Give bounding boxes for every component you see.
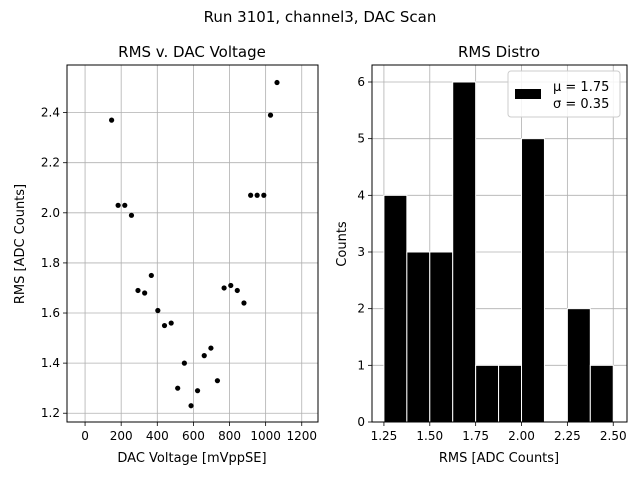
histogram-x-tick-label: 1.50 xyxy=(416,429,443,443)
scatter-point xyxy=(228,282,234,289)
scatter-point xyxy=(201,353,207,359)
scatter-point xyxy=(168,320,174,326)
histogram-y-tick-label: 0 xyxy=(357,415,365,429)
scatter-point xyxy=(248,192,254,198)
scatter-point xyxy=(194,388,201,394)
scatter-x-tick-label: 600 xyxy=(182,429,205,443)
scatter-point xyxy=(148,272,154,279)
scatter-grid xyxy=(67,65,318,422)
scatter-point xyxy=(175,385,181,391)
histogram-y-ticks: 0 1 2 3 4 5 6 xyxy=(357,75,372,429)
scatter-y-tick-label: 1.6 xyxy=(41,306,60,320)
scatter-x-tick-label: 0 xyxy=(81,429,89,443)
histogram-chart: RMS Distro 1.25 1.50 1.75 2.00 2.25 2.50 0 1 2 3… xyxy=(335,43,628,466)
scatter-x-tick-label: 800 xyxy=(218,429,241,443)
histogram-bar xyxy=(521,138,545,423)
histogram-y-tick-label: 1 xyxy=(357,358,365,372)
scatter-y-tick-label: 2.0 xyxy=(41,206,60,220)
histogram-bar xyxy=(589,364,614,423)
legend-sigma-label: σ = 0.35 xyxy=(553,97,609,112)
scatter-point xyxy=(135,287,141,294)
histogram-x-axis-label: RMS [ADC Counts] xyxy=(439,451,559,466)
histogram-y-axis-label: Counts xyxy=(335,221,350,267)
histogram-bar xyxy=(383,194,408,423)
scatter-point xyxy=(241,300,247,306)
scatter-y-tick-label: 2.2 xyxy=(41,156,60,170)
scatter-point xyxy=(142,290,148,296)
scatter-point xyxy=(109,117,115,123)
scatter-x-tick-label: 1000 xyxy=(250,429,281,443)
legend-box xyxy=(507,70,621,118)
scatter-point xyxy=(267,112,274,118)
scatter-point xyxy=(274,79,280,86)
scatter-title: RMS v. DAC Voltage xyxy=(118,43,266,61)
scatter-plot-frame xyxy=(66,64,319,423)
histogram-x-tick-label: 1.75 xyxy=(462,429,489,443)
histogram-x-tick-label: 2.50 xyxy=(600,429,627,443)
scatter-point xyxy=(181,360,187,366)
scatter-x-axis-label: DAC Voltage [mVppSE] xyxy=(117,451,266,466)
scatter-y-tick-label: 1.8 xyxy=(41,256,60,270)
scatter-point xyxy=(122,202,128,208)
scatter-point xyxy=(188,403,194,409)
scatter-point xyxy=(155,307,161,314)
scatter-point xyxy=(221,285,227,291)
histogram-x-tick-label: 2.00 xyxy=(508,429,535,443)
histogram-bar xyxy=(429,251,454,423)
scatter-y-tick-label: 2.4 xyxy=(41,106,60,120)
scatter-x-tick-label: 200 xyxy=(110,429,133,443)
histogram-y-tick-label: 5 xyxy=(357,132,365,146)
scatter-y-tick-label: 1.2 xyxy=(41,406,60,420)
histogram-legend: μ = 1.75 σ = 0.35 xyxy=(507,70,621,118)
scatter-y-tick-label: 1.4 xyxy=(41,356,60,370)
scatter-point xyxy=(214,378,221,384)
histogram-y-tick-label: 6 xyxy=(357,75,365,89)
histogram-bar xyxy=(498,364,523,423)
scatter-point xyxy=(234,287,240,294)
histogram-y-tick-label: 2 xyxy=(357,302,365,316)
histogram-title: RMS Distro xyxy=(458,43,540,61)
histogram-bar xyxy=(452,81,477,423)
histogram-x-tick-label: 2.25 xyxy=(554,429,581,443)
scatter-point xyxy=(208,345,214,351)
histogram-x-ticks: 1.25 1.50 1.75 2.00 2.25 2.50 xyxy=(371,422,627,443)
scatter-point xyxy=(115,202,121,208)
histogram-bar xyxy=(406,251,431,423)
scatter-point xyxy=(161,322,168,329)
histogram-plot-frame xyxy=(371,64,628,423)
scatter-y-ticks: 1.2 1.4 1.6 1.8 2.0 2.2 2.4 xyxy=(41,106,67,420)
histogram-bar xyxy=(475,364,500,423)
figure-title: Run 3101, channel3, DAC Scan xyxy=(204,8,437,26)
scatter-chart: RMS v. DAC Voltage 0 200 400 600 800 1000 1200… xyxy=(13,43,319,466)
scatter-x-ticks: 0 200 400 600 800 1000 1200 xyxy=(81,422,317,443)
scatter-point xyxy=(261,192,267,198)
histogram-y-tick-label: 3 xyxy=(357,245,365,259)
scatter-x-tick-label: 400 xyxy=(146,429,169,443)
histogram-bar xyxy=(566,308,591,423)
scatter-points xyxy=(109,79,280,409)
histogram-x-tick-label: 1.25 xyxy=(371,429,398,443)
scatter-x-tick-label: 1200 xyxy=(286,429,317,443)
legend-swatch xyxy=(515,89,541,99)
histogram-y-tick-label: 4 xyxy=(357,188,365,202)
scatter-point xyxy=(128,212,135,218)
scatter-y-axis-label: RMS [ADC Counts] xyxy=(13,184,28,304)
scatter-point xyxy=(254,192,260,198)
legend-mean-label: μ = 1.75 xyxy=(553,80,609,95)
